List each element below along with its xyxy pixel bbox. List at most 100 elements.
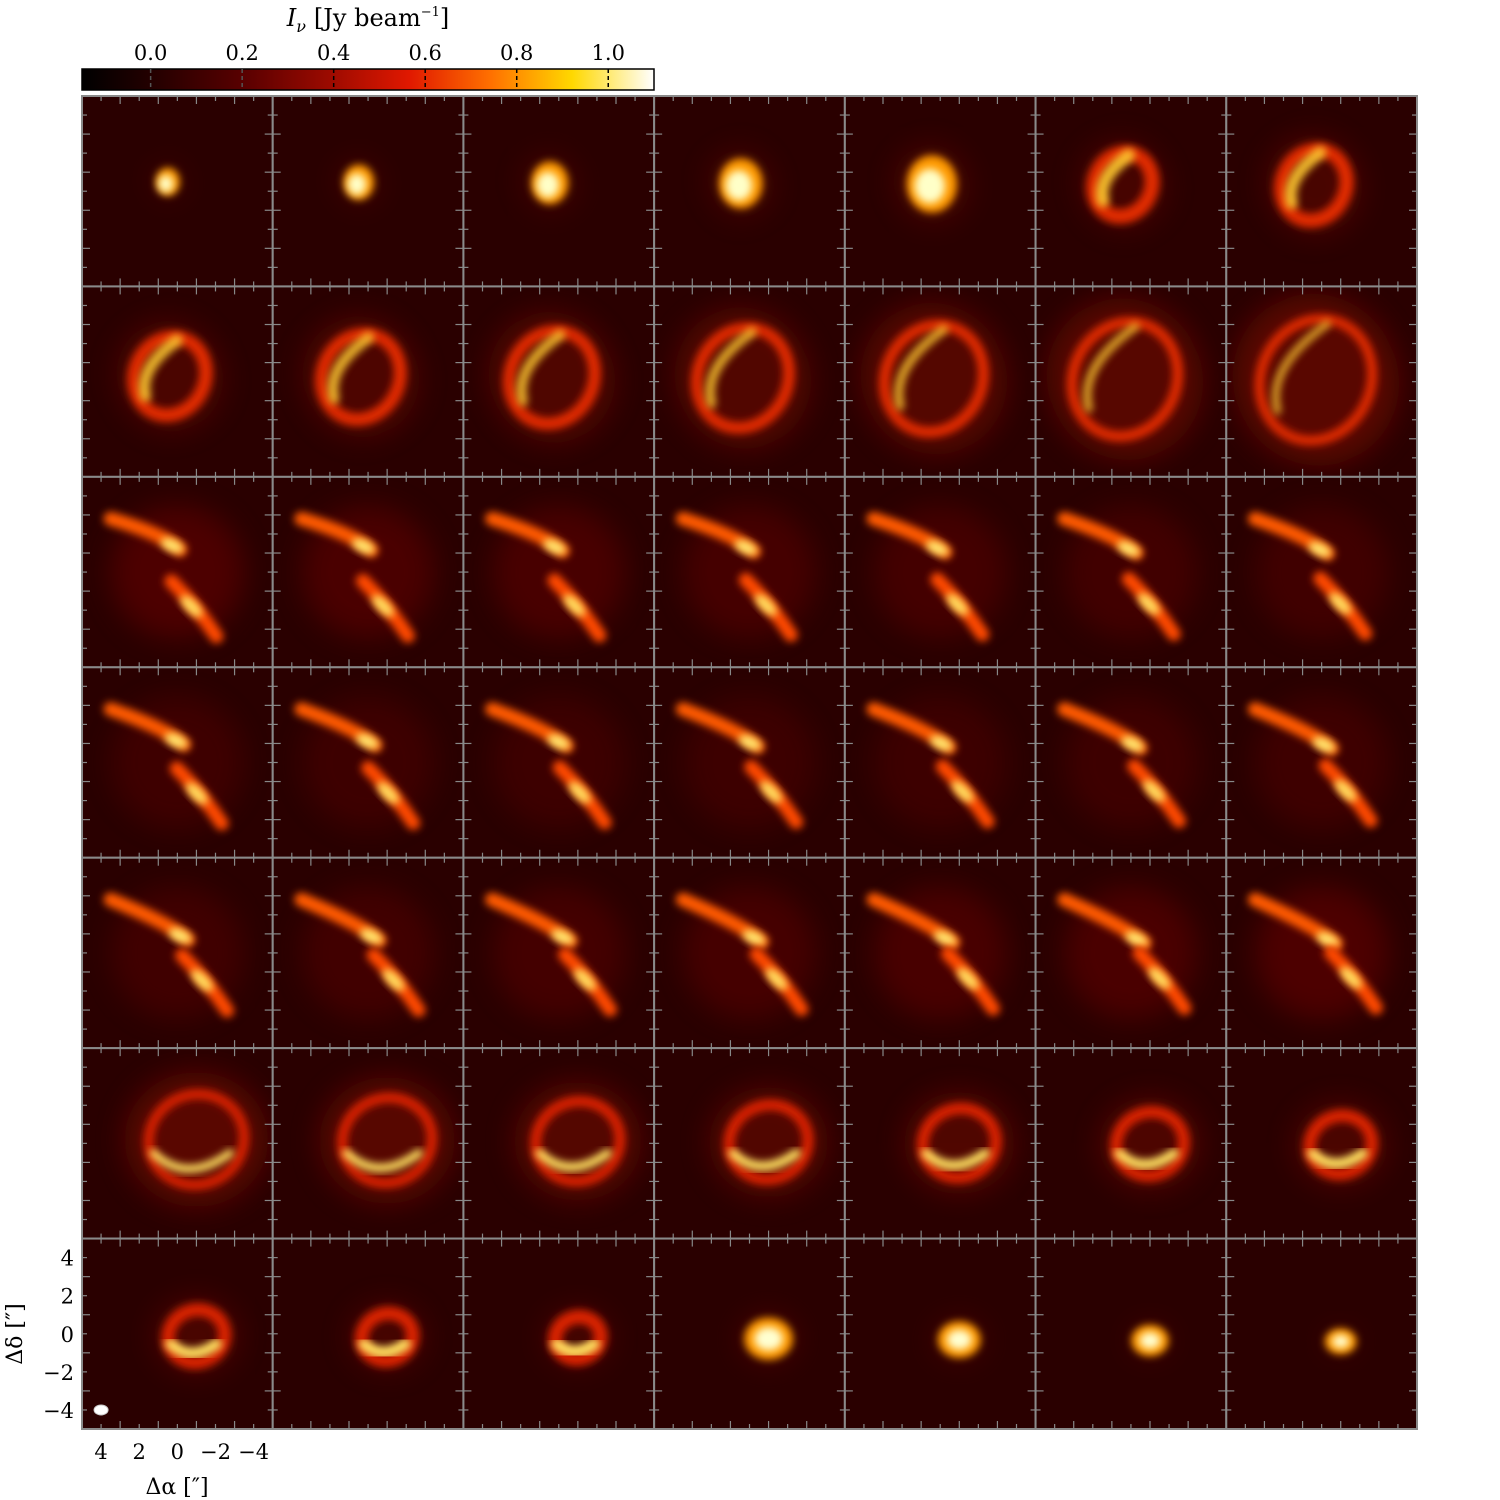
channel-panel: [81, 1047, 274, 1240]
emission-arc: [1095, 148, 1136, 208]
panel-emission: [103, 695, 245, 831]
emission-upper-peak: [356, 733, 379, 749]
panel-emission: [866, 505, 1007, 642]
emission-ring: [878, 319, 990, 438]
panel-emission: [348, 1301, 426, 1373]
colorbar-label: Iν [Jy beam−1]: [286, 4, 450, 36]
emission-ring: [1274, 142, 1354, 228]
emission-halo: [682, 505, 817, 639]
emission-lower-peak: [765, 968, 788, 990]
emission-ring: [1086, 145, 1160, 224]
panel-emission: [1265, 135, 1363, 236]
panel-emission: [294, 695, 435, 830]
emission-upper-peak: [160, 538, 184, 553]
emission-upper-peak: [1125, 931, 1148, 947]
panel-emission: [675, 505, 817, 642]
x-tick-label: 4: [94, 1440, 107, 1464]
emission-peak: [1139, 1332, 1161, 1349]
emission-lower-peak: [574, 968, 596, 991]
panel-emission: [1057, 505, 1198, 641]
panel-ticks: [82, 1238, 273, 1429]
panel-frame: [1225, 1237, 1419, 1430]
channel-panel: [271, 856, 465, 1050]
panel-ticks: [654, 1238, 845, 1429]
channel-panel: [843, 856, 1037, 1050]
emission-halo: [873, 505, 1007, 639]
channel-panel: [462, 95, 656, 288]
channel-panel: [1034, 856, 1228, 1050]
panel-emission: [124, 1072, 269, 1208]
emission-upper-peak: [1117, 541, 1140, 557]
emission-arc: [1284, 146, 1327, 210]
emission-lower-peak: [191, 969, 213, 992]
y-tick-label: −2: [43, 1361, 74, 1385]
emission-arc: [535, 1148, 613, 1172]
emission-lower-peak: [946, 593, 969, 616]
channel-panel: [653, 475, 846, 669]
panel-ticks: [463, 667, 655, 858]
panel-emission: [1232, 293, 1400, 466]
panel-emission: [521, 153, 579, 213]
panel-emission: [319, 1076, 455, 1204]
channel-panel: [843, 285, 1037, 478]
colorbar-tick-label: 0.2: [225, 41, 258, 65]
emission-upper-peak: [168, 928, 192, 944]
emission-halo: [1064, 505, 1198, 639]
colorbar-tick-label: 0.6: [408, 41, 441, 65]
panel-emission: [932, 1316, 986, 1363]
panel-emission: [335, 157, 383, 207]
emission-peak: [754, 1327, 783, 1351]
x-tick-label: −4: [238, 1440, 269, 1464]
emission-peak: [947, 1329, 972, 1350]
emission-arc: [358, 1338, 412, 1359]
emission-arc: [138, 334, 183, 402]
emission-lower-peak: [563, 594, 586, 617]
emission-upper-peak: [930, 735, 953, 751]
emission-lower-peak: [951, 780, 974, 803]
channel-panel: [1225, 1047, 1419, 1240]
channel-panel: [81, 285, 274, 478]
panel-emission: [674, 307, 812, 449]
emission-ring: [1066, 316, 1184, 442]
channel-panel: [653, 1047, 846, 1240]
emission-arc: [165, 1338, 223, 1359]
panel-emission: [485, 505, 626, 643]
channel-panel: [462, 856, 656, 1050]
emission-lower-peak: [1143, 780, 1165, 802]
emission-peak: [536, 172, 560, 198]
emission-upper-peak: [738, 735, 762, 751]
panel-ticks: [463, 1238, 655, 1429]
panel-emission: [866, 886, 1007, 1020]
emission-upper-peak: [934, 930, 957, 946]
emission-arc: [705, 327, 757, 409]
channel-panel: [1034, 95, 1228, 288]
panel-ticks: [654, 476, 845, 668]
channel-panel: [1225, 1237, 1419, 1430]
channel-panels: [81, 95, 1419, 1430]
emission-upper-peak: [360, 928, 383, 944]
x-tick-label: −2: [200, 1440, 231, 1464]
panel-emission: [543, 1306, 613, 1370]
panel-emission: [709, 1086, 829, 1198]
emission-arc: [1307, 1148, 1369, 1169]
channel-panel: [1034, 475, 1228, 669]
panel-ticks: [272, 1048, 464, 1239]
emission-arc: [728, 1148, 802, 1171]
channel-panel: [81, 856, 274, 1050]
y-tick-label: −4: [43, 1399, 74, 1423]
channel-panel: [1225, 666, 1419, 859]
panel-emission: [1057, 886, 1198, 1020]
y-axis-label: Δδ [″]: [3, 1303, 28, 1365]
emission-ring: [690, 322, 795, 434]
emission-arc: [1082, 322, 1140, 413]
emission-upper-peak: [547, 734, 570, 750]
panel-emission: [488, 311, 616, 443]
panel-emission: [149, 162, 187, 202]
channel-panel: [1225, 285, 1419, 478]
emission-arc: [551, 1338, 601, 1358]
emission-lower-peak: [1138, 593, 1160, 615]
emission-lower-peak: [180, 595, 203, 618]
emission-arc: [921, 1148, 991, 1171]
channel-panel: [653, 1237, 846, 1430]
colorbar-tick-label: 1.0: [592, 41, 625, 65]
